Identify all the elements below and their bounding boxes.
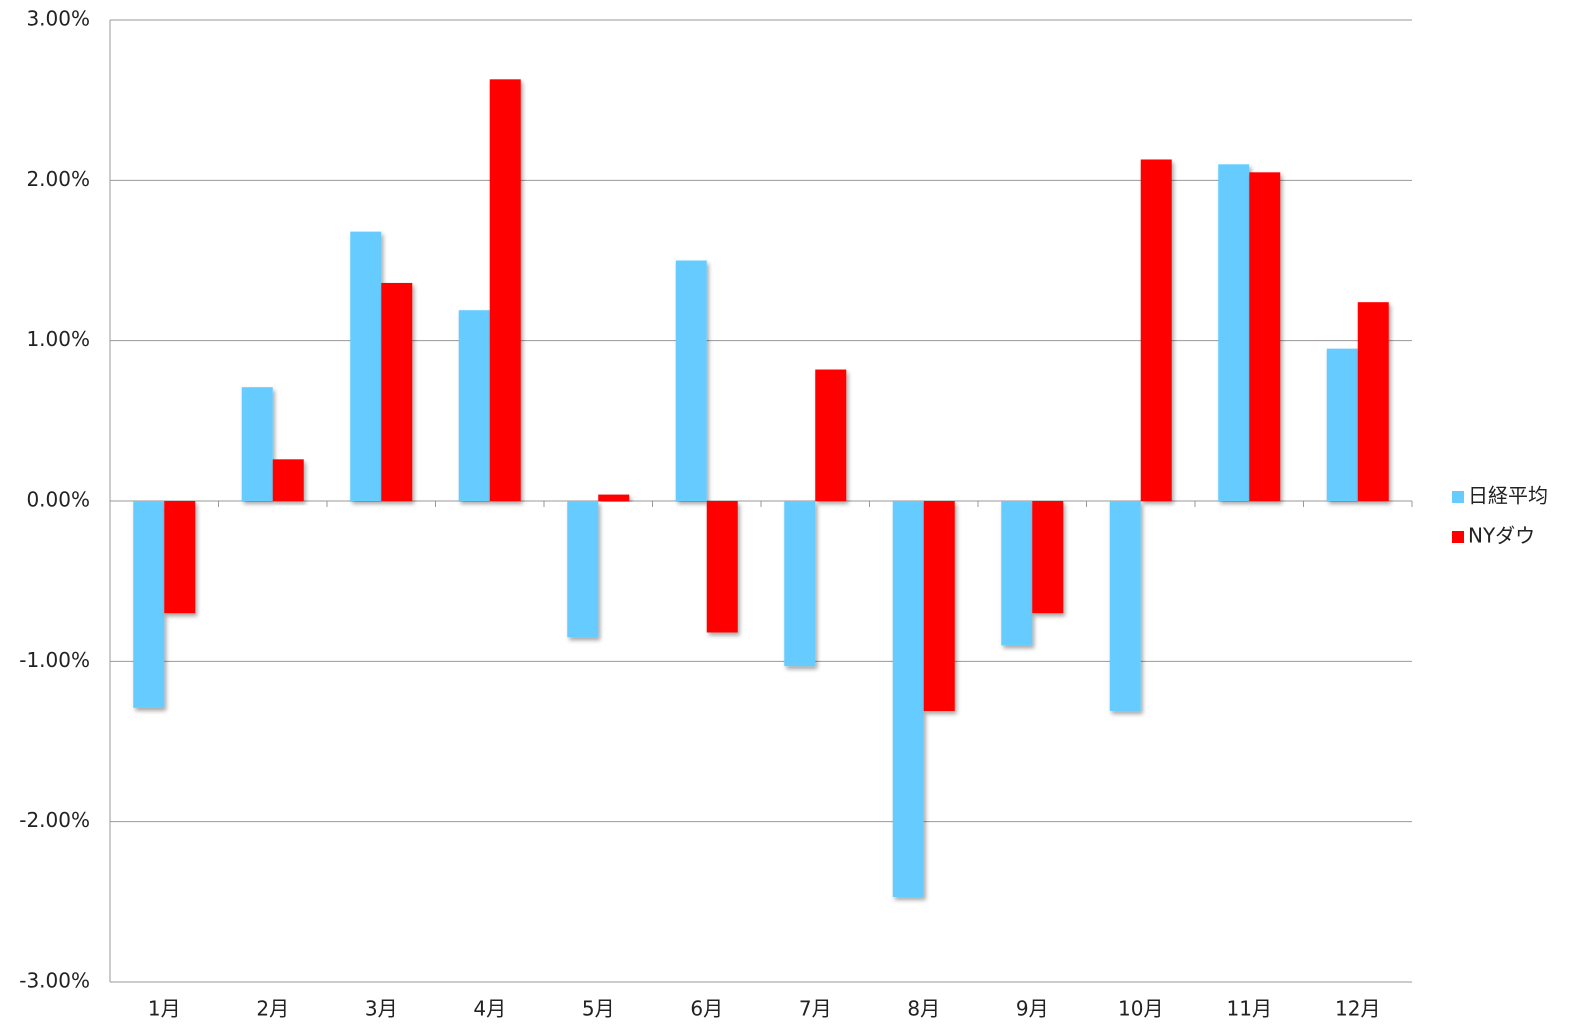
x-tick-label: 7月 bbox=[799, 997, 832, 1021]
bar bbox=[598, 494, 630, 501]
x-tick-label: 1月 bbox=[148, 997, 181, 1021]
y-tick-label: 2.00% bbox=[26, 167, 90, 191]
bar bbox=[1109, 501, 1141, 712]
y-tick-label: 1.00% bbox=[26, 327, 90, 351]
y-tick-label: -1.00% bbox=[19, 648, 90, 672]
bar bbox=[815, 369, 847, 501]
bar bbox=[489, 79, 521, 501]
legend-swatch bbox=[1452, 491, 1464, 503]
x-tick-label: 8月 bbox=[907, 997, 940, 1021]
x-tick-label: 10月 bbox=[1118, 997, 1163, 1021]
bar bbox=[272, 459, 304, 501]
x-tick-label: 11月 bbox=[1227, 997, 1272, 1021]
y-tick-label: -3.00% bbox=[19, 969, 90, 993]
bar bbox=[241, 387, 273, 501]
bar bbox=[892, 501, 924, 898]
bar bbox=[1357, 302, 1389, 501]
bar bbox=[350, 231, 382, 501]
x-tick-label: 9月 bbox=[1016, 997, 1049, 1021]
bar bbox=[675, 260, 707, 501]
bar bbox=[1326, 348, 1358, 501]
bar bbox=[164, 501, 196, 614]
bar bbox=[567, 501, 599, 638]
bar bbox=[1140, 159, 1172, 502]
x-tick-label: 4月 bbox=[473, 997, 506, 1021]
y-tick-label: 3.00% bbox=[26, 7, 90, 31]
bar bbox=[1032, 501, 1064, 614]
bar bbox=[1249, 172, 1281, 502]
bar bbox=[1001, 501, 1033, 646]
bar bbox=[133, 501, 165, 708]
bar bbox=[458, 310, 490, 501]
legend-label: NYダウ bbox=[1468, 524, 1535, 548]
legend-swatch bbox=[1452, 531, 1464, 543]
bar bbox=[706, 501, 738, 633]
bar bbox=[923, 501, 955, 712]
y-tick-label: -2.00% bbox=[19, 808, 90, 832]
x-tick-label: 5月 bbox=[582, 997, 615, 1021]
bar bbox=[1218, 164, 1250, 502]
bar bbox=[381, 282, 413, 501]
x-tick-label: 2月 bbox=[256, 997, 289, 1021]
x-tick-label: 6月 bbox=[690, 997, 723, 1021]
x-tick-label: 3月 bbox=[365, 997, 398, 1021]
x-tick-label: 12月 bbox=[1335, 997, 1380, 1021]
legend-label: 日経平均 bbox=[1468, 484, 1548, 508]
y-tick-label: 0.00% bbox=[26, 488, 90, 512]
bar bbox=[784, 501, 816, 667]
